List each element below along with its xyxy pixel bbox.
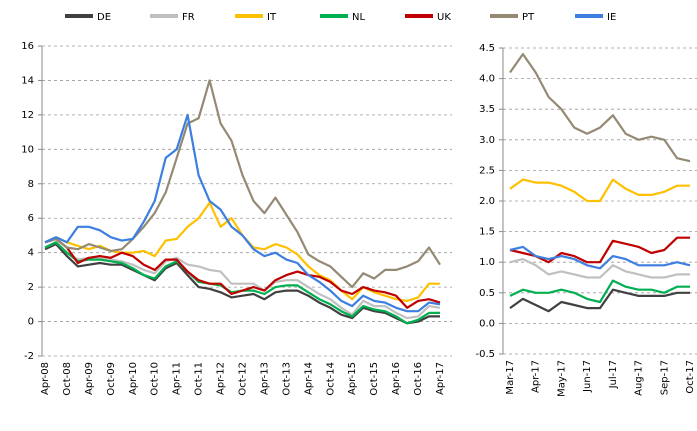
- y-tick-label: 10: [21, 144, 34, 155]
- x-tick-label: Oct-10: [150, 362, 161, 396]
- y-tick-label: 4: [28, 248, 34, 259]
- y-tick-label: 2.5: [479, 165, 495, 176]
- series-line: [44, 243, 440, 325]
- y-tick-label: 3.0: [479, 135, 495, 146]
- x-tick-label: Oct-13: [281, 362, 292, 396]
- x-tick-label: Oct-08: [62, 362, 73, 396]
- y-tick-label: 6: [28, 213, 34, 224]
- series-line: [509, 178, 690, 203]
- x-tick-label: Mar-17: [505, 360, 516, 395]
- y-tick-label: 2: [28, 282, 34, 293]
- series-line: [44, 79, 441, 289]
- series-line: [509, 258, 690, 279]
- y-tick-label: 4.0: [479, 74, 495, 85]
- y-tick-label: 4.5: [479, 43, 495, 54]
- y-tick-label: 0: [28, 317, 34, 328]
- x-tick-label: Apr-09: [84, 362, 95, 395]
- y-tick-label: 0.5: [479, 288, 495, 299]
- y-tick-label: 0.0: [479, 318, 495, 329]
- x-tick-label: Oct-16: [413, 362, 424, 396]
- x-tick-label: Apr-16: [391, 362, 402, 395]
- x-tick-label: Sep-17: [659, 360, 670, 395]
- x-tick-label: Apr-13: [259, 362, 270, 395]
- x-tick-label: May-17: [556, 360, 567, 397]
- x-tick-label: Apr-12: [216, 362, 227, 395]
- series-line: [509, 279, 690, 304]
- legend-label: IE: [607, 12, 616, 23]
- y-tick-label: 14: [21, 75, 34, 86]
- y-tick-label: 2.0: [479, 196, 495, 207]
- legend-label: UK: [437, 12, 451, 23]
- y-tick-label: 12: [21, 110, 34, 121]
- x-tick-label: Apr-11: [172, 362, 183, 395]
- series-line: [509, 288, 690, 313]
- x-tick-label: Apr-17: [435, 362, 446, 395]
- x-tick-label: Apr-14: [303, 362, 314, 395]
- x-tick-label: Jul-17: [608, 360, 619, 389]
- series-line: [44, 201, 440, 302]
- x-tick-label: Apr-08: [40, 362, 51, 395]
- y-tick-label: 1.5: [479, 227, 495, 238]
- x-tick-label: Apr-10: [128, 362, 139, 395]
- x-tick-label: Oct-15: [369, 362, 380, 396]
- x-tick-label: Oct-11: [194, 362, 205, 396]
- y-tick-label: 3.5: [479, 104, 495, 115]
- series-line: [44, 237, 441, 309]
- x-tick-label: Oct-09: [106, 362, 117, 396]
- x-tick-label: Apr-15: [347, 362, 358, 395]
- legend-label: PT: [522, 12, 535, 23]
- x-tick-label: Jun-17: [582, 360, 593, 393]
- series-line: [509, 53, 691, 163]
- x-tick-label: Aug-17: [634, 360, 645, 396]
- series-line: [509, 245, 691, 270]
- y-tick-label: 16: [21, 41, 34, 52]
- y-tick-label: -0.5: [475, 349, 495, 360]
- series-line: [44, 113, 441, 313]
- y-tick-label: 8: [28, 179, 34, 190]
- legend-label: IT: [267, 12, 277, 23]
- y-tick-label: -2: [24, 351, 34, 362]
- y-tick-label: 1.0: [479, 257, 495, 268]
- legend-label: DE: [97, 12, 111, 23]
- x-tick-label: Oct-12: [238, 362, 249, 396]
- legend-label: FR: [182, 12, 195, 23]
- x-tick-label: Oct-17: [685, 360, 696, 394]
- series-line: [44, 241, 441, 320]
- series-line: [509, 236, 690, 264]
- x-tick-label: Oct-14: [325, 362, 336, 396]
- x-tick-label: Apr-17: [531, 360, 542, 393]
- legend-label: NL: [352, 12, 365, 23]
